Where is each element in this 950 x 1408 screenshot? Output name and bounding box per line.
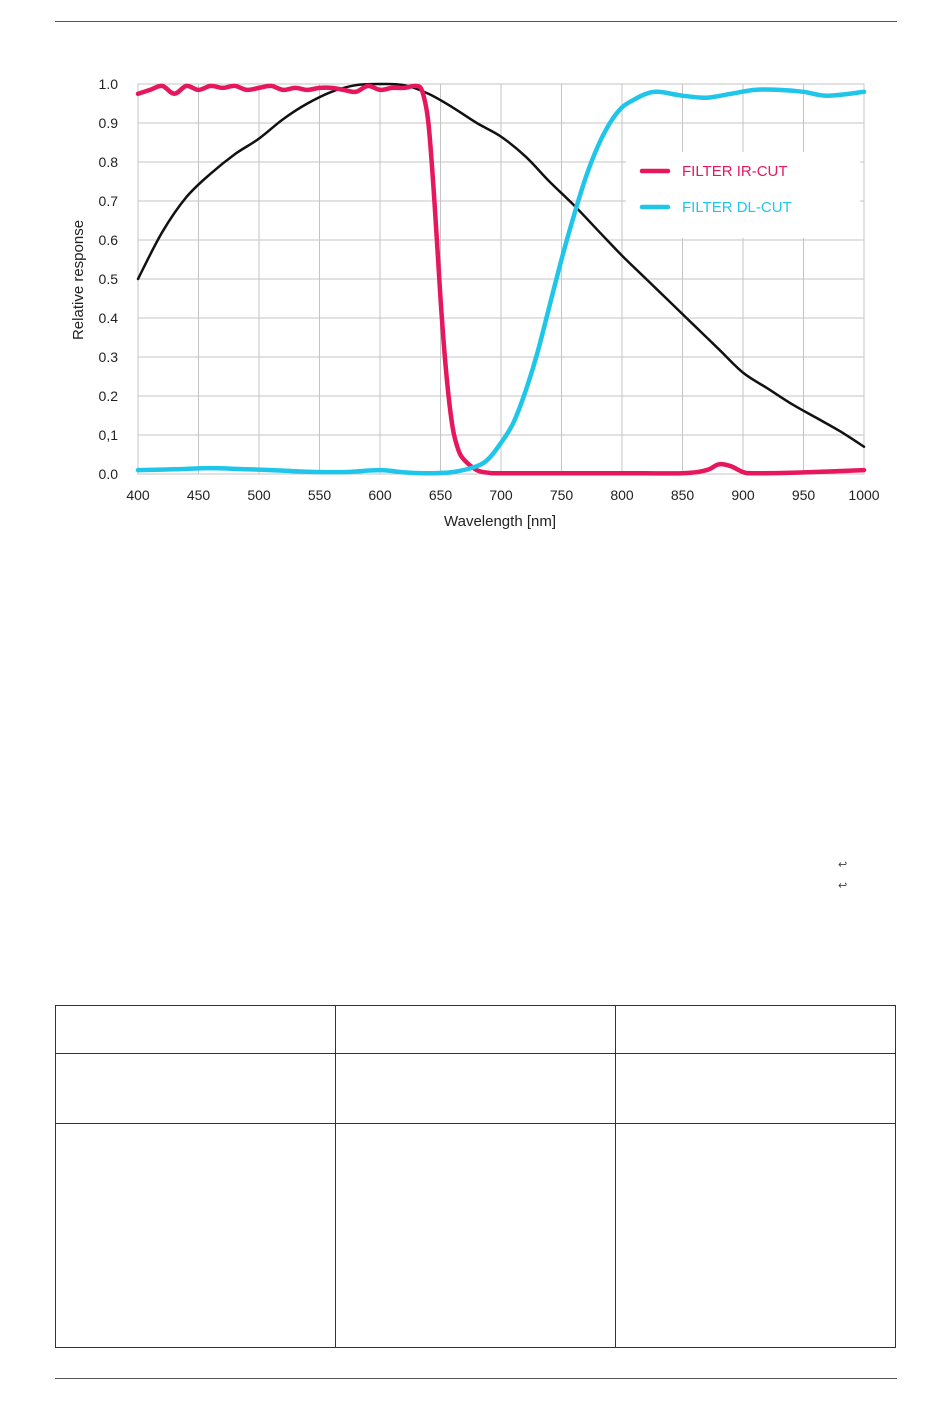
spec-table bbox=[55, 1005, 896, 1348]
x-axis-title: Wavelength [nm] bbox=[444, 513, 556, 530]
x-tick-label: 650 bbox=[429, 487, 453, 503]
y-tick-label: 0.4 bbox=[99, 310, 119, 326]
spectral-response-chart: 400 450 500 550 600 650 700 750 800 850 900 950 1000… bbox=[70, 76, 880, 530]
y-tick-label: 0.0 bbox=[99, 466, 119, 482]
y-tick-label: 0.8 bbox=[99, 154, 119, 170]
x-tick-label: 600 bbox=[368, 487, 392, 503]
x-tick-label: 500 bbox=[247, 487, 271, 503]
footer-rule bbox=[55, 1378, 897, 1379]
table-cell bbox=[615, 1053, 896, 1124]
return-arrow-icon: ↩ bbox=[838, 879, 848, 892]
header-rule bbox=[55, 21, 897, 22]
table-row bbox=[55, 1123, 896, 1348]
y-tick-label: 0.9 bbox=[99, 115, 119, 131]
table-cell bbox=[335, 1005, 616, 1054]
table-cell bbox=[55, 1053, 336, 1124]
y-tick-label: 0,1 bbox=[99, 427, 119, 443]
y-axis-title: Relative response bbox=[70, 220, 87, 340]
chart-grid bbox=[137, 83, 865, 475]
return-arrow-icon: ↩ bbox=[838, 858, 848, 871]
table-row bbox=[55, 1053, 896, 1124]
x-tick-label: 550 bbox=[308, 487, 332, 503]
table-cell bbox=[335, 1123, 616, 1348]
y-tick-label: 0.7 bbox=[99, 193, 119, 209]
series-line bbox=[136, 82, 866, 448]
table-cell bbox=[55, 1123, 336, 1348]
table-row bbox=[55, 1005, 896, 1054]
series-line bbox=[135, 83, 867, 476]
y-tick-label: 1.0 bbox=[99, 76, 119, 92]
table-cell bbox=[615, 1123, 896, 1348]
table-cell bbox=[615, 1005, 896, 1054]
table-cell bbox=[55, 1005, 336, 1054]
y-tick-label: 0.5 bbox=[99, 271, 119, 287]
chart-legend: FILTER IR-CUT FILTER DL-CUT bbox=[626, 152, 860, 238]
y-tick-label: 0.3 bbox=[99, 349, 119, 365]
legend-label: FILTER DL-CUT bbox=[682, 199, 792, 216]
chart-series bbox=[135, 82, 867, 476]
table-cell bbox=[335, 1053, 616, 1124]
x-tick-label: 950 bbox=[792, 487, 816, 503]
x-tick-label: 850 bbox=[671, 487, 695, 503]
x-tick-label: 750 bbox=[550, 487, 574, 503]
x-tick-label: 900 bbox=[731, 487, 755, 503]
series-line bbox=[135, 87, 867, 476]
x-tick-label: 450 bbox=[187, 487, 211, 503]
y-tick-label: 0.6 bbox=[99, 232, 119, 248]
x-tick-label: 700 bbox=[489, 487, 513, 503]
legend-label: FILTER IR-CUT bbox=[682, 163, 788, 180]
y-tick-label: 0.2 bbox=[99, 388, 119, 404]
x-tick-label: 800 bbox=[610, 487, 634, 503]
chart-axes: 400 450 500 550 600 650 700 750 800 850 900 950 1000… bbox=[99, 76, 880, 503]
x-tick-label: 1000 bbox=[848, 487, 879, 503]
x-tick-label: 400 bbox=[126, 487, 150, 503]
legend-box bbox=[626, 152, 860, 238]
